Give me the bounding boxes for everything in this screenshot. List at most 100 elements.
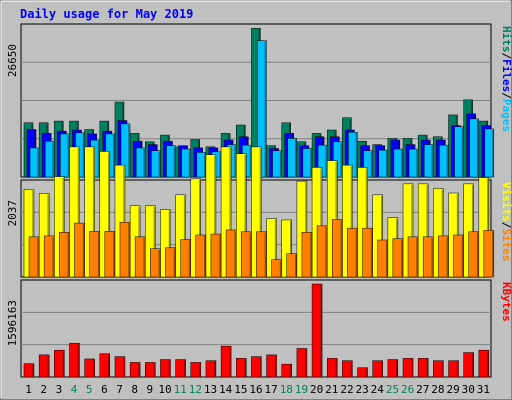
x-tick-label-day-7: 7 <box>116 383 123 396</box>
bar-fill <box>205 360 217 378</box>
bar-middle-sites-day-30 <box>468 231 479 278</box>
bar-fill <box>28 236 40 278</box>
bar-fill <box>150 248 161 278</box>
bar-bottom-kbytes-day-7 <box>114 356 126 378</box>
bar-bottom-kbytes-day-17 <box>266 354 277 378</box>
bar-fill <box>408 148 419 178</box>
bar-middle-sites-day-4 <box>74 222 85 278</box>
bar-middle-sites-day-8 <box>134 236 146 278</box>
bar-fill <box>362 227 373 278</box>
bar-middle-sites-day-16 <box>256 231 267 278</box>
bar-fill <box>286 253 297 278</box>
panel-bottom-legend: KBytes <box>500 282 512 322</box>
bar-fill <box>257 40 267 178</box>
bar-fill <box>241 231 252 278</box>
bar-fill <box>119 221 131 278</box>
bar-fill <box>59 232 70 278</box>
bar-bottom-kbytes-day-16 <box>251 356 262 378</box>
bar-fill <box>220 345 232 378</box>
bar-bottom-kbytes-day-5 <box>84 358 95 378</box>
bar-fill <box>438 235 449 278</box>
bar-fill <box>372 360 383 378</box>
bar-fill <box>417 358 429 378</box>
bar-middle-sites-day-3 <box>59 232 70 278</box>
bar-top-pages-day-25 <box>393 148 404 178</box>
bar-fill <box>166 145 176 178</box>
bar-fill <box>135 147 146 178</box>
bar-fill <box>175 359 186 378</box>
bar-fill <box>190 362 202 378</box>
bar-fill <box>423 144 434 178</box>
x-tick-label-day-27: 27 <box>416 383 429 396</box>
bar-bottom-kbytes-day-1 <box>23 363 35 378</box>
bar-middle-sites-day-18 <box>286 253 297 278</box>
bar-bottom-kbytes-day-20 <box>311 283 323 378</box>
x-tick-label-day-18: 18 <box>280 383 293 396</box>
x-tick-label-day-30: 30 <box>462 383 475 396</box>
bar-top-pages-day-17 <box>272 150 282 178</box>
bar-fill <box>301 232 313 278</box>
x-tick-label-day-1: 1 <box>25 383 32 396</box>
bar-middle-sites-day-15 <box>241 231 252 278</box>
bar-fill <box>448 360 459 378</box>
bar-fill <box>347 227 358 278</box>
bar-fill <box>287 138 297 178</box>
legend-separator: / <box>500 53 512 60</box>
bar-middle-sites-day-28 <box>438 235 449 278</box>
panel-bottom-ymax-label: 1596163 <box>6 300 19 346</box>
bar-fill <box>483 230 495 278</box>
x-tick-label-day-21: 21 <box>325 383 338 396</box>
bar-middle-sites-day-19 <box>301 232 313 278</box>
bar-fill <box>332 141 343 178</box>
x-tick-label-day-8: 8 <box>131 383 138 396</box>
bar-middle-sites-day-10 <box>165 247 176 278</box>
bar-fill <box>74 222 85 278</box>
bar-middle-sites-day-26 <box>407 236 419 278</box>
bar-middle-sites-day-12 <box>195 234 207 278</box>
bar-fill <box>463 352 474 378</box>
bar-middle-sites-day-5 <box>89 231 100 278</box>
bar-bottom-kbytes-day-19 <box>296 348 308 378</box>
bar-fill <box>454 126 464 178</box>
bar-fill <box>23 363 35 378</box>
bar-middle-sites-day-11 <box>180 239 191 278</box>
bar-top-pages-day-12 <box>196 152 207 178</box>
bar-fill <box>99 353 111 378</box>
bar-fill <box>302 148 313 178</box>
bar-top-pages-day-1 <box>29 147 40 178</box>
x-tick-label-day-6: 6 <box>101 383 108 396</box>
x-tick-label-day-22: 22 <box>340 383 353 396</box>
bar-fill <box>271 259 282 278</box>
bar-middle-sites-day-29 <box>453 234 464 278</box>
bar-bottom-kbytes-day-31 <box>478 349 490 378</box>
bar-fill <box>348 132 358 178</box>
bar-fill <box>266 354 277 378</box>
bar-fill <box>439 144 449 178</box>
bar-middle-sites-day-24 <box>377 239 388 278</box>
legend-hits: Hits <box>500 26 512 53</box>
bar-fill <box>387 359 399 378</box>
bar-bottom-kbytes-day-10 <box>160 359 171 378</box>
bar-fill <box>378 149 388 178</box>
bar-middle-sites-day-21 <box>331 219 343 278</box>
bar-fill <box>160 359 171 378</box>
bar-fill <box>181 148 191 178</box>
bar-fill <box>433 360 444 378</box>
bar-top-pages-day-30 <box>469 118 479 178</box>
bar-middle-sites-day-7 <box>119 221 131 278</box>
bar-fill <box>44 140 55 178</box>
x-tick-label-day-10: 10 <box>158 383 171 396</box>
x-tick-label-day-5: 5 <box>86 383 93 396</box>
bar-top-pages-day-2 <box>44 140 55 178</box>
chart-title: Daily usage for May 2019 <box>20 7 193 21</box>
bar-top-pages-day-23 <box>363 150 373 178</box>
bar-bottom-kbytes-day-27 <box>417 358 429 378</box>
bar-bottom-kbytes-day-18 <box>281 363 292 378</box>
x-tick-label-day-15: 15 <box>234 383 247 396</box>
bar-top-pages-day-28 <box>439 144 449 178</box>
bar-top-pages-day-8 <box>135 147 146 178</box>
bar-fill <box>210 233 222 278</box>
